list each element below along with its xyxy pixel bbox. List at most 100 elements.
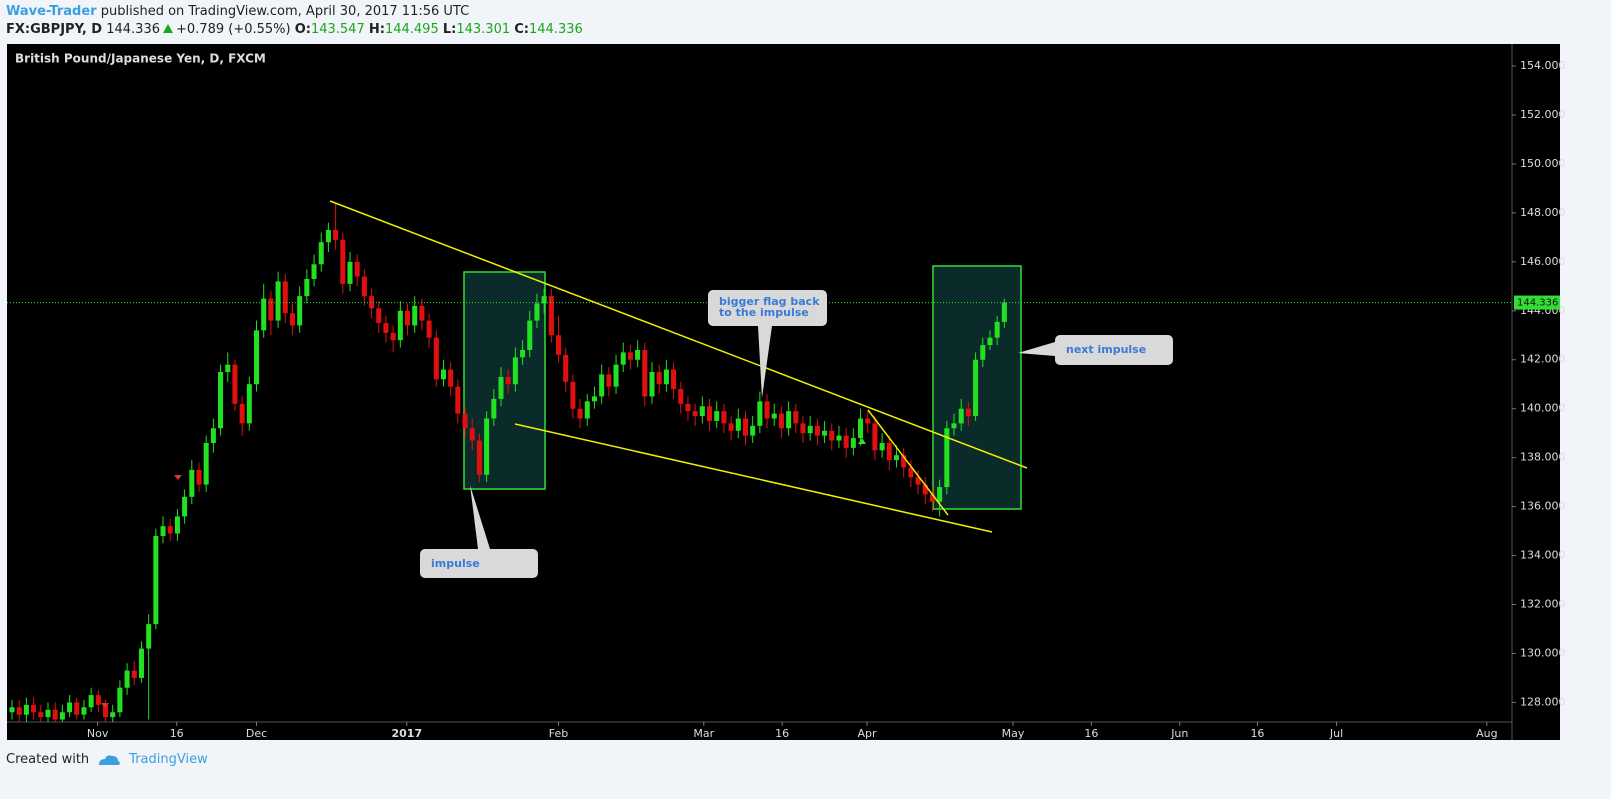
chart-background [7,44,1560,740]
x-tick-label: 16 [775,727,789,740]
published: published on TradingView.com, April 30, … [100,4,470,19]
impulse-box [463,271,546,490]
candle-body [138,648,144,678]
candle-body [843,435,849,448]
chart-title: British Pound/Japanese Yen, D, FXCM [15,52,266,66]
candle-body [505,376,511,385]
candle-body [476,440,482,475]
header-line-1: Wave-Trader published on TradingView.com… [6,3,583,21]
candle-body [893,455,899,461]
x-tick-label: 2017 [391,727,422,740]
trendline [514,423,993,533]
candle-body [189,469,195,497]
candle-body [232,364,238,404]
x-tick-label: Jul [1329,727,1343,740]
candle-body [440,369,446,380]
candle-body [901,455,907,468]
signal-marker [101,703,109,708]
candle-body [102,704,109,718]
candle-body [182,496,188,517]
header: Wave-Trader published on TradingView.com… [6,3,583,39]
candle-body [850,438,856,448]
candle-body [807,425,813,434]
candle-body [167,526,173,534]
candle-body [685,403,691,412]
candle-body [865,418,871,424]
candle-body [707,406,713,421]
y-tick-label: 150.000 [1520,157,1566,170]
trendline [329,200,1028,469]
candle-body [671,369,677,390]
candle-body [512,357,518,385]
candle-body [735,418,741,431]
callout-pointer [470,485,490,549]
candle-body [663,369,669,385]
candle-body [325,230,331,243]
callout-text: next impulse [1066,343,1146,356]
candle-body [448,369,454,387]
candle-body [419,305,425,321]
candle-body [563,354,569,382]
callout [1055,335,1173,365]
candle-body [455,386,461,414]
candle-body [836,435,842,441]
candle-body [52,709,58,720]
candle-body [383,323,389,333]
candle-body [1001,302,1007,322]
candle-body [915,477,921,485]
candle-body [556,335,562,355]
candle-body [210,428,216,443]
candle-body [81,707,87,715]
x-tick-label: Aug [1476,727,1497,740]
close: 144.336 [529,22,583,37]
candle-body [728,423,734,431]
candle-body [311,264,317,279]
y-tick-label: 136.000 [1520,500,1566,513]
candle-body [246,384,252,424]
candle-body [879,442,885,451]
candle-body [635,349,641,360]
callout-text: bigger flag back [719,295,820,308]
candle-body [174,516,180,534]
candle-body [548,296,554,336]
candle-body [613,364,619,387]
candle-body [606,374,612,387]
candle-body [929,494,935,502]
candle-body [678,389,684,404]
brand-logo [99,754,120,765]
x-tick-label: May [1002,727,1025,740]
symbol: FX:GBPJPY, D [6,22,103,37]
y-tick-label: 142.000 [1520,353,1566,366]
candle-body [203,442,209,485]
l-label: L: [442,22,457,37]
trendline [867,409,949,516]
candle-body [239,403,245,424]
author[interactable]: Wave-Trader [6,4,97,19]
callout-pointer [758,326,772,398]
candle-body [994,321,1000,338]
candle-body [491,398,497,419]
x-tick-label: Mar [693,727,714,740]
candle-body [570,381,576,409]
candle-body [297,296,303,326]
candle-body [591,396,597,402]
candle-body [527,320,533,350]
candle-body [951,423,957,429]
y-tick-label: 146.000 [1520,255,1566,268]
brand[interactable]: TradingView [129,752,208,767]
candle-body [484,418,490,475]
x-tick-label: 16 [170,727,184,740]
candle-body [822,430,828,436]
c-label: C: [514,22,530,37]
candle-body [908,467,914,478]
candle-body [520,349,526,358]
x-tick-label: Feb [549,727,568,740]
candle-body [304,278,310,297]
candle-body [599,374,605,397]
footer: Created with TradingView [6,752,208,767]
candle-body [973,359,979,417]
candle-body [261,298,267,331]
high: 144.495 [384,22,439,37]
